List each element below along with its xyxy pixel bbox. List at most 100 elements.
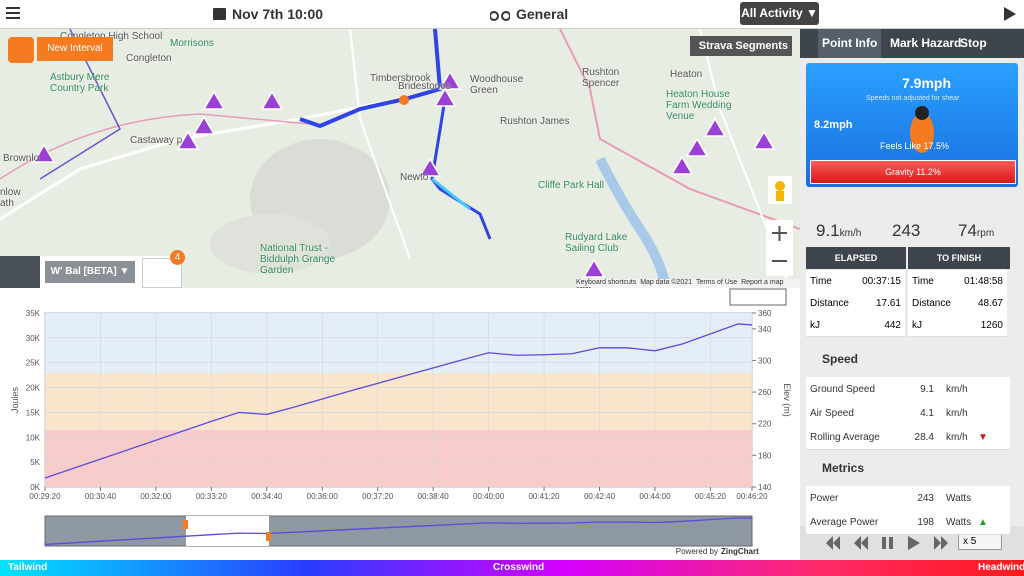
gravity-bar: Gravity 11.2% xyxy=(810,160,1016,184)
tab[interactable]: Mark Hazard xyxy=(890,36,962,50)
cross-speed: 8.2mph xyxy=(814,119,853,131)
wind-speed: 7.9mph xyxy=(902,75,952,91)
stat-unit: rpm xyxy=(976,228,995,239)
wind-label: Crosswind xyxy=(493,562,545,573)
section-title: Metrics xyxy=(822,461,865,475)
map-link[interactable]: Terms of Use xyxy=(695,279,738,286)
x-tick-label: 00:29:20 xyxy=(29,492,61,501)
play-button[interactable] xyxy=(1004,7,1016,21)
table-cell: kJ 1260 xyxy=(908,314,1007,337)
metric-row: Air Speed 4.1 km/h xyxy=(806,401,1010,426)
tab[interactable]: Point Info xyxy=(818,29,882,58)
place-label: Astbury Mere Country Park xyxy=(50,72,110,94)
wind-label: Headwind xyxy=(978,562,1024,573)
table-cell: kJ 442 xyxy=(806,314,905,337)
table-toggle[interactable] xyxy=(0,256,40,288)
strava-segments-button[interactable]: Strava Segments xyxy=(690,36,792,56)
trend: ▼ xyxy=(978,432,988,443)
metric-row: Rolling Average 28.4 km/h ▼ xyxy=(806,425,1010,450)
map-link[interactable]: Keyboard shortcuts xyxy=(576,279,637,286)
place-label: Rushton Spencer xyxy=(582,67,620,89)
chart: Joules Elev (m) Powered by ZingChart 0K 5… xyxy=(10,288,792,556)
y2-axis-label: Elev (m) xyxy=(782,383,792,417)
navigator-line xyxy=(44,517,753,546)
stat-unit: km/h xyxy=(839,228,862,239)
y2-tick-label: 180 xyxy=(758,451,772,460)
trend: ▲ xyxy=(978,517,988,528)
table-header: TO FINISH xyxy=(908,247,1010,269)
place-label: Bridestones xyxy=(398,81,451,92)
calendar-icon xyxy=(213,8,226,20)
y2-tick-label: 260 xyxy=(758,388,772,397)
cell-label: kJ xyxy=(912,320,922,331)
place-label: Brownlo xyxy=(3,153,40,164)
cell-label: Distance xyxy=(912,298,951,309)
stat-value: 74 xyxy=(958,221,977,240)
x-tick-label: 00:38:40 xyxy=(418,492,450,501)
cell-value: 48.67 xyxy=(977,298,1003,309)
feels-like: Feels Like 17.5% xyxy=(880,141,950,151)
y2-tick-label: 220 xyxy=(758,420,772,429)
y-tick-label: 30K xyxy=(26,334,41,343)
table-header: ELAPSED xyxy=(806,247,906,269)
cell-value: 442 xyxy=(884,320,901,331)
cell-value: 00:37:15 xyxy=(862,276,901,287)
wind-legend: Tailwind Crosswind Headwind xyxy=(0,560,1024,576)
metric-unit: km/h xyxy=(946,432,968,443)
place-label: Timbersbrook xyxy=(370,73,431,84)
table-cell: Time 01:48:58 xyxy=(908,270,1007,293)
map[interactable]: Congleton High School Morrisons Congleto… xyxy=(0,29,800,288)
metric-unit: Watts xyxy=(946,493,972,504)
place-label: Congleton xyxy=(126,53,172,64)
menu-icon[interactable] xyxy=(6,7,20,20)
metric-unit: km/h xyxy=(946,384,968,395)
close-interval[interactable] xyxy=(8,37,34,63)
playback-controls[interactable] xyxy=(826,536,951,550)
y2-tick-label: 300 xyxy=(758,356,772,365)
place-label: Castaway p xyxy=(130,135,183,146)
x-tick-label: 00:41:20 xyxy=(528,492,560,501)
chart-controls[interactable] xyxy=(729,288,787,306)
x-tick-label: 00:36:00 xyxy=(307,492,339,501)
wind-note: Speeds not adjusted for shear xyxy=(866,95,960,102)
x-tick-label: 00:32:00 xyxy=(140,492,172,501)
intervals-button[interactable] xyxy=(142,258,182,288)
y-tick-label: 15K xyxy=(26,408,41,417)
navigator-handle xyxy=(183,520,188,529)
side-panel: Point Info Mark Hazard Stop 7.9mph Speed… xyxy=(800,29,1024,560)
date[interactable]: Nov 7th 10:00 xyxy=(232,6,324,22)
map-link[interactable]: Report a map error xyxy=(576,279,784,288)
cell-value: 01:48:58 xyxy=(964,276,1003,287)
wind-label: Tailwind xyxy=(8,562,48,573)
tab[interactable]: Stop xyxy=(960,36,987,50)
zone-band xyxy=(45,429,752,487)
y-tick-label: 20K xyxy=(26,384,41,393)
new-interval-button[interactable]: New Interval xyxy=(37,37,113,61)
cell-label: Distance xyxy=(810,298,849,309)
section-title: Speed xyxy=(822,352,859,366)
profile[interactable]: General xyxy=(516,6,569,22)
cell-value: 1260 xyxy=(980,320,1003,331)
navigator-window xyxy=(186,516,269,546)
x-tick-label: 00:46:20 xyxy=(736,492,768,501)
metric-value: 243 xyxy=(917,493,934,504)
zone-band xyxy=(45,372,752,430)
map-footer: Keyboard shortcuts Map data ©2021 Terms … xyxy=(576,279,800,288)
bike-icon xyxy=(490,11,510,21)
y2-tick-label: 340 xyxy=(758,325,772,334)
place-label: Heaton xyxy=(670,69,703,80)
x-tick-label: 00:33:20 xyxy=(196,492,228,501)
metric-label: Power xyxy=(810,493,839,504)
series-line xyxy=(44,323,753,479)
place-label: National Trust - Biddulph Grange Garden xyxy=(260,243,336,276)
metric-label: Average Power xyxy=(810,517,879,528)
place-label: Cliffe Park Hall xyxy=(538,180,604,191)
x-tick-label: 00:30:40 xyxy=(85,492,117,501)
chart-select[interactable]: W' Bal [BETA] ▼ xyxy=(45,261,135,283)
place-label: Rudyard Lake Sailing Club xyxy=(565,232,628,254)
table-cell: Distance 48.67 xyxy=(908,292,1007,315)
y-tick-label: 25K xyxy=(26,359,41,368)
activity-filter[interactable]: All Activity ▼ xyxy=(740,2,819,25)
speed-select[interactable]: x 5 xyxy=(958,532,1002,550)
